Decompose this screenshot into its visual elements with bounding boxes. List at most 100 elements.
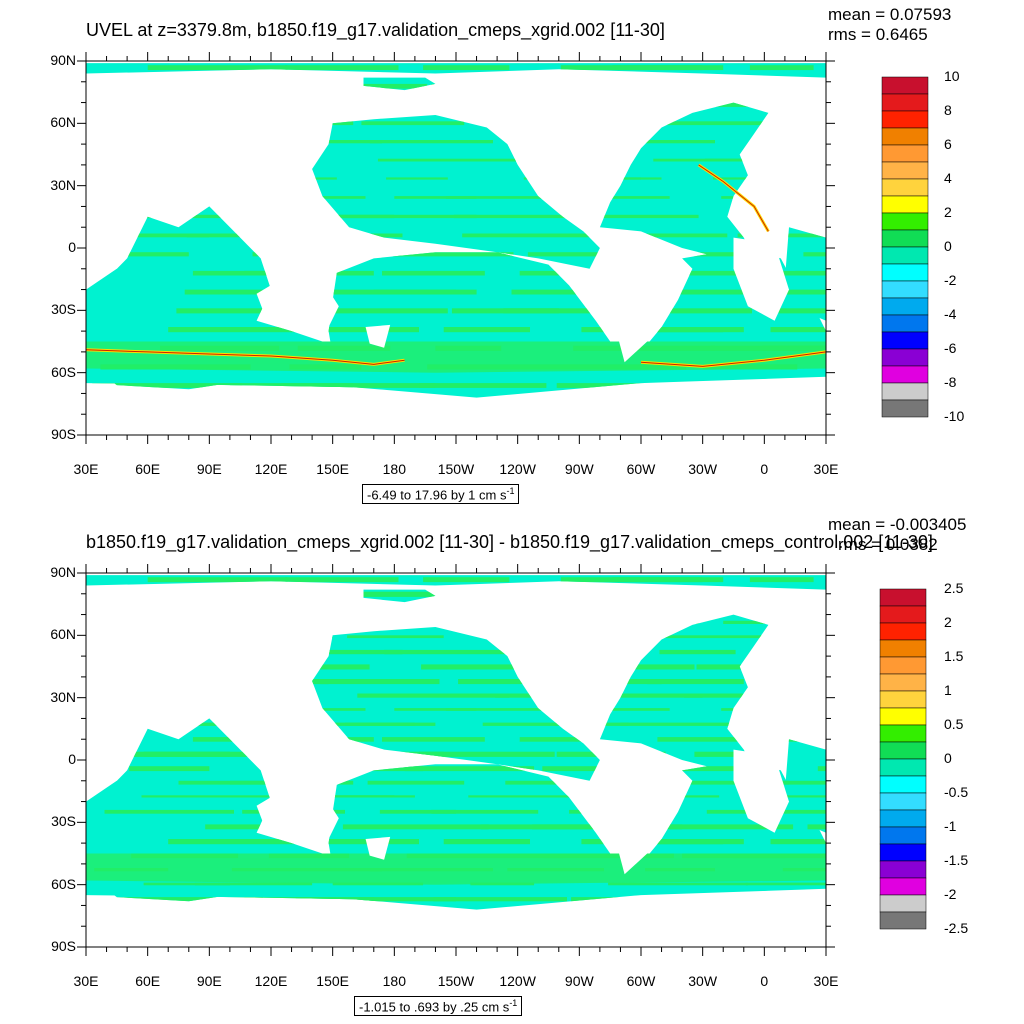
band-segment	[505, 780, 576, 785]
band-segment	[669, 824, 794, 830]
colorbar-swatch	[881, 161, 929, 180]
band-segment	[503, 308, 641, 314]
range-box: -6.49 to 17.96 by 1 cm s-1	[362, 484, 520, 505]
colorbar-label: -10	[944, 408, 965, 424]
stats: mean = 0.07593 rms = 0.6465	[828, 5, 951, 45]
band-segment	[659, 649, 736, 655]
band-segment	[770, 839, 826, 845]
band-segment	[390, 252, 514, 257]
band-segment	[192, 270, 292, 276]
band-segment	[817, 766, 826, 772]
colorbar-swatch	[881, 382, 929, 401]
y-tick-label: 30N	[50, 688, 76, 705]
land-africa-gap	[733, 237, 789, 321]
x-tick-label: 60W	[626, 973, 656, 989]
bottom-panel: b1850.f19_g17.validation_cmeps_xgrid.002…	[0, 512, 1024, 1024]
range-label: -6.49 to 17.96 by 1 cm s	[367, 487, 507, 503]
colorbar-label: 8	[944, 102, 952, 118]
band-segment	[643, 780, 789, 785]
land-antarctic-land	[86, 901, 826, 947]
band-segment	[786, 289, 826, 295]
colorbar-label: -2	[944, 272, 957, 288]
band-segment	[443, 327, 530, 333]
x-tick-label: 60E	[135, 973, 161, 989]
colorbar-label: -8	[944, 374, 957, 390]
land-south-america-gap	[604, 770, 666, 875]
x-tick-label: 30W	[688, 461, 718, 477]
band-segment	[357, 693, 510, 698]
band-segment	[599, 233, 728, 238]
band-segment	[347, 635, 444, 639]
x-tick-label: 30E	[73, 461, 99, 477]
band-segment	[295, 897, 456, 902]
x-tick-label: 90W	[564, 461, 594, 477]
band-segment	[314, 308, 448, 314]
panel-title: b1850.f19_g17.validation_cmeps_xgrid.002…	[86, 532, 933, 552]
band-segment	[560, 65, 724, 71]
map-plot	[77, 52, 835, 444]
y-tick-label: 60N	[50, 114, 76, 131]
range-label: -1.015 to .693 by .25 cm s	[359, 999, 510, 1015]
band-segment	[453, 214, 588, 219]
band-segment	[556, 383, 658, 388]
colorbar-swatch	[879, 843, 927, 862]
colorbar-swatch	[879, 690, 927, 709]
colorbar-swatch	[881, 297, 929, 316]
colorbar-label: 2	[944, 204, 952, 220]
colorbar-swatch	[881, 314, 929, 333]
rms-label: rms = 0.0382	[838, 535, 938, 554]
ocean-region-north-pacific	[312, 627, 600, 781]
band-segment	[419, 751, 555, 757]
y-tick-label: 0	[68, 239, 76, 255]
colorbar-swatch	[881, 127, 929, 146]
colorbar-swatch	[881, 110, 929, 129]
colorbar-swatch	[879, 656, 927, 675]
band-segment	[583, 196, 670, 199]
colorbar-swatch	[879, 792, 927, 811]
band-segment	[92, 383, 243, 388]
colorbar-swatch	[879, 775, 927, 794]
colorbar-swatch	[881, 76, 929, 95]
y-tick-label: 60S	[51, 363, 76, 380]
band-segment	[519, 737, 596, 742]
colorbar-label: 2	[944, 614, 952, 630]
band-segment	[361, 121, 465, 126]
colorbar-swatch	[879, 860, 927, 879]
southern-ocean-band	[86, 853, 826, 885]
x-tick-label: 180	[382, 461, 406, 477]
band-segment	[281, 383, 436, 388]
band-segment	[657, 737, 810, 742]
x-tick-label: 0	[760, 973, 769, 989]
map-plot	[77, 564, 835, 956]
stats: mean = -0.003405 rms = 0.0382	[828, 515, 966, 555]
x-tick-label: 120W	[499, 461, 536, 477]
colorbar-swatch	[881, 348, 929, 367]
colorbar-label: -2	[944, 886, 957, 902]
colorbar-label: 0	[944, 750, 952, 766]
band-segment	[342, 824, 489, 830]
colorbar-swatch	[879, 741, 927, 760]
band-segment	[394, 196, 477, 199]
colorbar-swatch	[881, 263, 929, 282]
mean-label: mean = 0.07593	[828, 5, 952, 24]
band-segment	[114, 252, 189, 257]
colorbar-swatch	[879, 877, 927, 896]
colorbar-swatch	[881, 178, 929, 197]
x-tick-label: 60E	[135, 461, 161, 477]
band-segment	[636, 121, 789, 126]
colorbar-swatch	[881, 144, 929, 163]
band-segment	[581, 327, 744, 333]
land-antarctic-land	[86, 389, 826, 435]
band-segment	[143, 882, 230, 886]
y-tick-label: 30N	[50, 176, 76, 193]
y-tick-label: 90N	[50, 564, 76, 580]
x-tick-label: 30E	[73, 973, 99, 989]
colorbar-label: 1	[944, 682, 952, 698]
band-segment	[285, 577, 399, 583]
band-segment	[608, 882, 748, 886]
band-segment	[807, 824, 826, 830]
band-segment	[377, 158, 522, 162]
colorbar-swatch	[881, 246, 929, 265]
colorbar-swatch	[879, 911, 927, 930]
colorbar-label: 2.5	[944, 580, 964, 596]
